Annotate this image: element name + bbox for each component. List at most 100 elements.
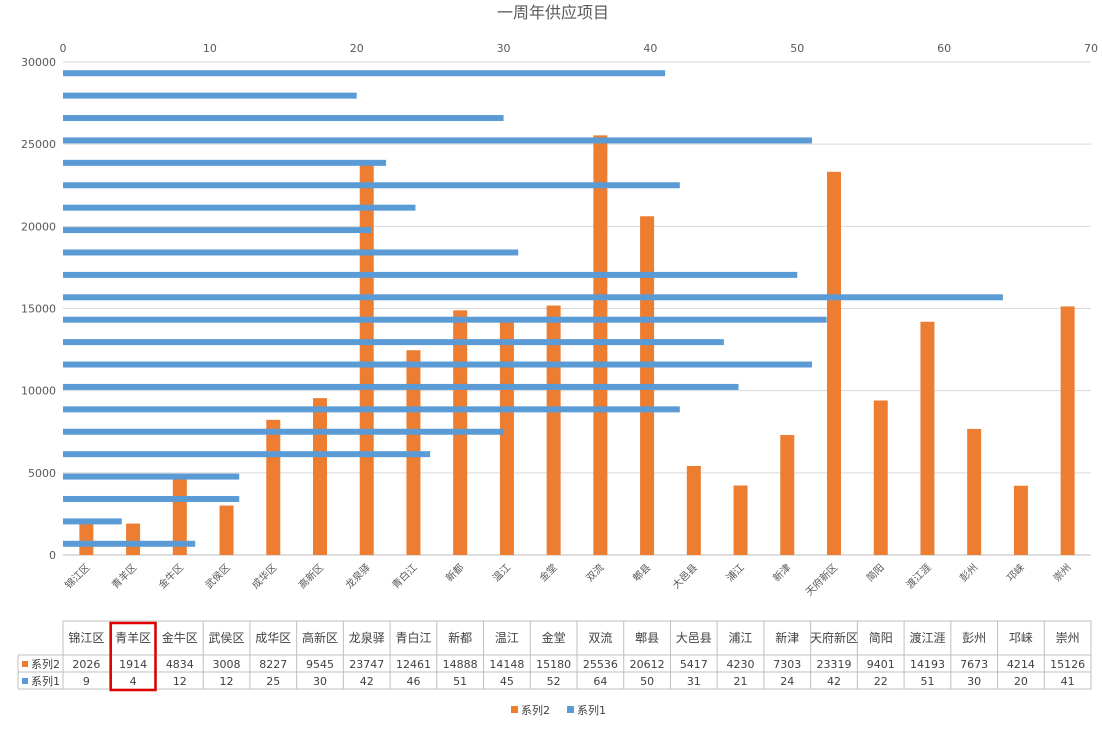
table-cell: 23747 — [349, 658, 384, 671]
table-cell: 9545 — [306, 658, 334, 671]
table-cell: 41 — [1061, 675, 1075, 688]
bar-系列1 — [63, 271, 798, 278]
table-cell: 25 — [266, 675, 280, 688]
table-header-cell: 渡江涯 — [909, 630, 945, 645]
category-label: 温江 — [490, 562, 513, 585]
bar-系列1 — [63, 182, 680, 189]
category-label: 青羊区 — [109, 561, 139, 591]
top-x-tick-label: 40 — [643, 42, 657, 55]
legend-swatch — [567, 706, 574, 713]
bar-系列2 — [266, 419, 281, 555]
table-cell: 30 — [967, 675, 981, 688]
table-cell: 12 — [173, 675, 187, 688]
table-cell: 23319 — [817, 658, 852, 671]
category-label: 锦江区 — [62, 561, 92, 591]
data-table: 锦江区 2026 9 青羊区 1914 4 金牛区 4834 12 武侯区 3008 12 成华区 822… — [17, 620, 1092, 692]
horizontal-bars-series — [63, 70, 1003, 547]
category-label: 崇州 — [1051, 562, 1074, 585]
top-x-axis-ticks: 0 10 20 30 40 50 60 70 — [60, 42, 1099, 55]
table-header-cell: 龙泉驿 — [349, 631, 385, 645]
table-header-cell: 青羊区 — [115, 630, 151, 645]
bar-系列2 — [219, 505, 234, 555]
top-x-tick-label: 30 — [497, 42, 511, 55]
table-header-cell: 郫县 — [635, 630, 659, 645]
table-cell: 22 — [874, 675, 888, 688]
table-cell: 15180 — [536, 658, 571, 671]
top-x-tick-label: 10 — [203, 42, 217, 55]
category-label: 双流 — [583, 561, 606, 584]
bar-系列1 — [63, 495, 240, 502]
table-cell: 52 — [547, 675, 561, 688]
bar-系列2 — [593, 135, 608, 555]
bar-系列1 — [63, 227, 372, 234]
table-cell: 9401 — [867, 658, 895, 671]
bar-系列1 — [63, 339, 724, 346]
table-series-key — [22, 661, 28, 667]
table-cell: 1914 — [119, 658, 147, 671]
bar-系列1 — [63, 428, 504, 435]
table-cell: 64 — [593, 675, 607, 688]
table-header-cell: 新都 — [448, 630, 472, 645]
legend-label: 系列1 — [577, 703, 606, 717]
table-series-key — [22, 678, 28, 684]
table-cell: 20 — [1014, 675, 1028, 688]
table-header-cell: 高新区 — [302, 630, 338, 645]
bar-系列2 — [920, 321, 935, 555]
category-label: 新都 — [443, 561, 466, 584]
bar-系列2 — [780, 434, 795, 555]
category-label: 大邑县 — [670, 561, 700, 591]
table-header-cell: 金牛区 — [162, 630, 198, 645]
category-label: 彭州 — [957, 561, 980, 584]
legend-label: 系列2 — [521, 703, 550, 717]
bar-系列2 — [873, 400, 888, 555]
y-tick-label: 25000 — [21, 138, 56, 151]
bar-系列1 — [63, 70, 666, 77]
bar-系列2 — [499, 322, 514, 555]
y-tick-label: 20000 — [21, 220, 56, 233]
top-x-tick-label: 50 — [790, 42, 804, 55]
table-cell: 42 — [360, 675, 374, 688]
table-cell: 14888 — [443, 658, 478, 671]
bar-系列2 — [827, 171, 841, 555]
table-cell: 4834 — [166, 658, 194, 671]
bar-系列2 — [967, 428, 982, 555]
category-label: 渡江涯 — [903, 561, 933, 591]
bar-系列2 — [1060, 306, 1075, 555]
bar-系列1 — [63, 137, 812, 144]
bar-系列2 — [686, 465, 701, 555]
category-label: 新津 — [770, 561, 793, 584]
table-cell: 12 — [220, 675, 234, 688]
table-cell: 14193 — [910, 658, 945, 671]
bar-系列1 — [63, 383, 739, 390]
table-header-cell: 青白江 — [395, 630, 431, 645]
category-label: 金堂 — [536, 561, 559, 584]
table-cell: 4230 — [727, 658, 755, 671]
bar-系列1 — [63, 473, 240, 480]
table-header-cell: 大邑县 — [676, 631, 712, 645]
top-x-tick-label: 0 — [60, 42, 67, 55]
category-label: 天府新区 — [803, 561, 840, 598]
table-cell: 51 — [453, 675, 467, 688]
bar-系列1 — [63, 115, 504, 122]
highlight-box — [109, 621, 157, 692]
category-label: 青白江 — [389, 561, 419, 591]
gridlines — [63, 61, 1091, 556]
table-header-cell: 彭州 — [962, 631, 986, 645]
table-cell: 21 — [734, 675, 748, 688]
bar-系列1 — [63, 361, 812, 368]
category-label: 成华区 — [249, 561, 279, 591]
category-label: 浦江 — [723, 561, 746, 584]
table-cell: 8227 — [259, 658, 287, 671]
bar-系列1 — [63, 518, 122, 525]
category-label: 郫县 — [630, 561, 653, 584]
bar-系列1 — [63, 540, 196, 547]
bar-系列1 — [63, 249, 519, 256]
table-cell: 4 — [130, 675, 137, 688]
table-cell: 51 — [920, 675, 934, 688]
table-cell: 9 — [83, 675, 90, 688]
bar-系列2 — [79, 521, 94, 555]
bar-系列1 — [63, 406, 680, 413]
table-header-cell: 新津 — [775, 630, 799, 645]
bar-系列2 — [546, 305, 561, 555]
